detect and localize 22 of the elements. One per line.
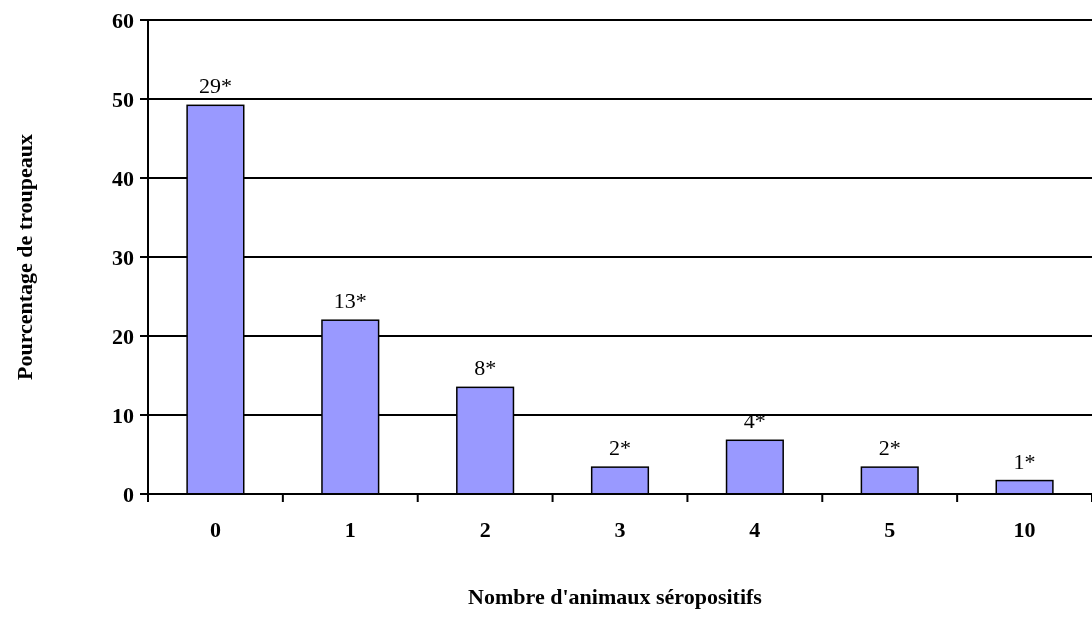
y-tick-label: 30 [112, 244, 134, 270]
x-tick-label: 4 [749, 517, 761, 542]
y-tick-label: 10 [112, 402, 134, 428]
x-tick-label: 0 [209, 517, 221, 542]
annotation: 13* [333, 288, 367, 314]
x-tick-label: 5 [884, 517, 896, 542]
y-tick-label: 60 [112, 7, 134, 33]
annotation: 2* [878, 435, 901, 461]
x-tick-label: 10 [1013, 517, 1036, 542]
annotation: 8* [474, 355, 497, 381]
annotation: 29* [198, 73, 232, 99]
x-tick-label: 2 [479, 517, 491, 542]
x-axis-title: Nombre d'animaux séropositifs [468, 584, 763, 609]
y-tick-label: 0 [123, 481, 134, 507]
x-tick-label: 1 [344, 517, 356, 542]
y-tick-label: 40 [112, 165, 134, 191]
annotation: 1* [1013, 448, 1036, 474]
y-tick-label: 50 [112, 86, 134, 112]
y-tick-label: 20 [112, 323, 134, 349]
y-axis-title: Pourcentage de troupeaux [12, 133, 37, 381]
annotation: 2* [609, 435, 631, 461]
x-tick-label: 3 [614, 517, 626, 542]
